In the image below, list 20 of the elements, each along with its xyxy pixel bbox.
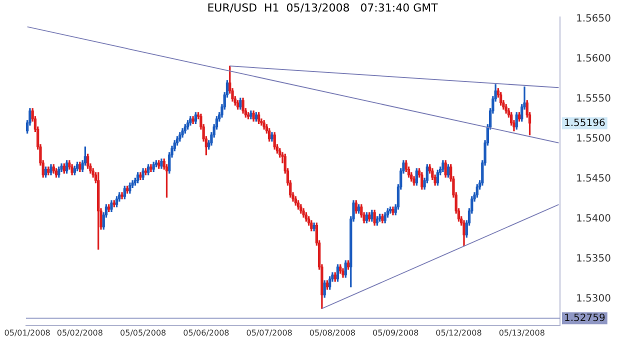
y-tick-label: 1.5650 (576, 13, 612, 24)
ref-line-label: 1.52759 (564, 312, 606, 324)
x-tick-label: 05/09/2008 (372, 328, 419, 338)
x-tick-label: 05/13/2008 (498, 328, 545, 338)
x-tick-label: 05/01/2008 (4, 328, 50, 338)
y-tick-label: 1.5450 (576, 174, 612, 184)
x-tick-label: 05/08/2008 (309, 328, 356, 338)
x-tick-label: 05/07/2008 (246, 328, 292, 338)
y-tick-label: 1.5500 (576, 133, 612, 144)
y-tick-label: 1.5300 (576, 294, 612, 305)
chart-title: EUR/USD H1 05/13/2008 07:31:40 GMT (207, 1, 438, 14)
y-tick-label: 1.5550 (576, 93, 612, 104)
y-tick-label: 1.5600 (576, 53, 612, 64)
x-tick-label: 05/02/2008 (56, 328, 103, 338)
x-tick-label: 05/12/2008 (436, 328, 482, 338)
x-tick-label: 05/05/2008 (120, 328, 166, 338)
y-tick-label: 1.5400 (576, 214, 612, 225)
x-tick-label: 05/06/2008 (183, 328, 230, 338)
y-tick-label: 1.5350 (576, 254, 612, 265)
text: 1.55196 (564, 118, 606, 129)
